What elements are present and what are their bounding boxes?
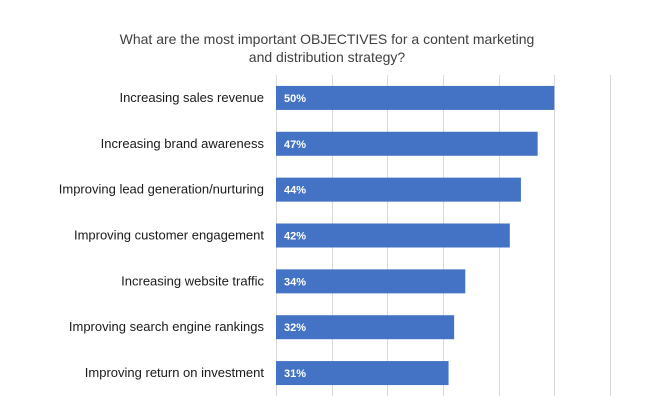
bar-value-label: 34% — [284, 276, 306, 288]
bar-value-label: 42% — [284, 231, 306, 243]
chart-title: What are the most important OBJECTIVES f… — [0, 30, 654, 66]
bar — [276, 223, 510, 248]
category-label: Improving lead generation/nurturing — [59, 182, 264, 197]
bar — [276, 361, 449, 386]
category-label: Improving return on investment — [85, 365, 265, 380]
bar — [276, 85, 555, 110]
category-label: Increasing website traffic — [121, 273, 264, 288]
bar-value-label: 31% — [284, 368, 306, 380]
bar-value-label: 44% — [284, 185, 306, 197]
bar — [276, 269, 466, 294]
bar — [276, 131, 538, 156]
chart-title-line-1: What are the most important OBJECTIVES f… — [119, 31, 535, 47]
category-label: Increasing sales revenue — [119, 90, 264, 105]
bar-value-label: 50% — [284, 93, 306, 105]
bar — [276, 177, 521, 202]
bar — [276, 315, 455, 340]
bar-value-label: 47% — [284, 139, 306, 151]
category-label: Increasing brand awareness — [101, 136, 265, 151]
category-label: Improving customer engagement — [74, 228, 264, 243]
bar-value-label: 32% — [284, 322, 306, 334]
chart-title-line-2: and distribution strategy? — [248, 49, 406, 65]
category-label: Improving search engine rankings — [69, 319, 265, 334]
